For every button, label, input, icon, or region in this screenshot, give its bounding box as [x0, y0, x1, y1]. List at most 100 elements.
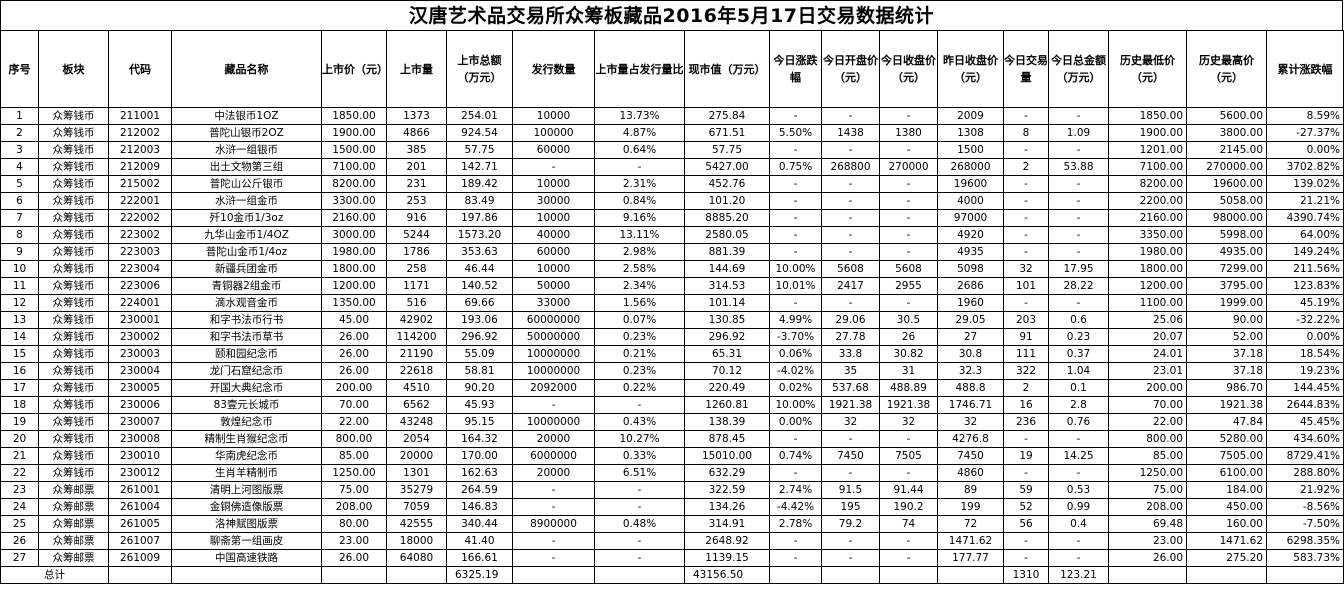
cell-code: 211001 — [108, 107, 172, 125]
cell-cumulative-change: 8729.41% — [1266, 447, 1344, 465]
cell-issue-quantity: - — [512, 481, 595, 499]
cell-hist-low: 1900.00 — [1108, 124, 1187, 142]
cell-listing-ratio: 6.51% — [594, 464, 685, 482]
cell-close-price: 1921.38 — [879, 396, 938, 414]
cell-listing-price: 1980.00 — [321, 243, 387, 261]
cell-code: 261001 — [108, 481, 172, 499]
cell-close-price: 31 — [879, 362, 938, 380]
cell-code: 222001 — [108, 192, 172, 210]
cell-index: 15 — [0, 345, 39, 363]
cell-code: 212009 — [108, 158, 172, 176]
cell-cumulative-change: -7.50% — [1266, 515, 1344, 533]
cell-cumulative-change: 434.60% — [1266, 430, 1344, 448]
cell-sector: 众筹邮票 — [38, 532, 109, 550]
header-hist-low: 历史最低价（元） — [1108, 30, 1187, 108]
cell-listing-total: 164.32 — [446, 430, 513, 448]
cell-listing-price: 23.00 — [321, 532, 387, 550]
totals-turnover: 123.21 — [1048, 566, 1109, 584]
totals-volume: 1310 — [1003, 566, 1049, 584]
cell-market-value: 8885.20 — [684, 209, 770, 227]
cell-close-price: 91.44 — [879, 481, 938, 499]
cell-open-price: - — [821, 175, 880, 193]
cell-daily-turnover: 1.09 — [1048, 124, 1109, 142]
table-row: 16 众筹钱币 230004 龙门石窟纪念币 26.00 22618 58.81 100000… — [0, 362, 1344, 380]
cell-sector: 众筹钱币 — [38, 107, 109, 125]
cell-listing-volume: 64080 — [386, 549, 447, 567]
cell-cumulative-change: 18.54% — [1266, 345, 1344, 363]
cell-item-name: 开国大典纪念币 — [171, 379, 322, 397]
header-listing-total: 上市总额（万元） — [446, 30, 513, 108]
cell-listing-total: 58.81 — [446, 362, 513, 380]
cell-sector: 众筹钱币 — [38, 277, 109, 295]
cell-code: 230006 — [108, 396, 172, 414]
cell-index: 18 — [0, 396, 39, 414]
cell-prev-close: 4920 — [937, 226, 1004, 244]
cell-open-price: 35 — [821, 362, 880, 380]
cell-daily-volume: - — [1003, 192, 1049, 210]
cell-code: 230007 — [108, 413, 172, 431]
cell-daily-volume: 8 — [1003, 124, 1049, 142]
cell-daily-change: 10.01% — [769, 277, 822, 295]
cell-market-value: 452.76 — [684, 175, 770, 193]
cell-hist-low: 69.48 — [1108, 515, 1187, 533]
cell-code: 212002 — [108, 124, 172, 142]
cell-listing-price: 85.00 — [321, 447, 387, 465]
table-row: 10 众筹钱币 223004 新疆兵团金币 1800.00 258 46.44 10000 2.… — [0, 260, 1344, 278]
cell-sector: 众筹钱币 — [38, 328, 109, 346]
cell-sector: 众筹钱币 — [38, 345, 109, 363]
cell-listing-total: 146.83 — [446, 498, 513, 516]
cell-issue-quantity: 50000 — [512, 277, 595, 295]
cell-hist-high: 47.84 — [1186, 413, 1267, 431]
cell-daily-turnover: 17.95 — [1048, 260, 1109, 278]
cell-cumulative-change: 21.92% — [1266, 481, 1344, 499]
cell-cumulative-change: -27.37% — [1266, 124, 1344, 142]
cell-close-price: - — [879, 226, 938, 244]
sheet-title: 汉唐艺术品交易所众筹板藏品2016年5月17日交易数据统计 — [0, 0, 1343, 30]
cell-code: 230003 — [108, 345, 172, 363]
cell-listing-price: 26.00 — [321, 549, 387, 567]
cell-hist-low: 22.00 — [1108, 413, 1187, 431]
cell-listing-price: 1500.00 — [321, 141, 387, 159]
header-issue-quantity: 发行数量 — [512, 30, 595, 108]
totals-market-value: 43156.50 — [684, 566, 770, 584]
cell-listing-volume: 20000 — [386, 447, 447, 465]
cell-listing-total: 46.44 — [446, 260, 513, 278]
cell-daily-volume: 52 — [1003, 498, 1049, 516]
cell-market-value: 1260.81 — [684, 396, 770, 414]
cell-daily-volume: - — [1003, 226, 1049, 244]
cell-issue-quantity: 20000 — [512, 430, 595, 448]
cell-prev-close: 72 — [937, 515, 1004, 533]
cell-hist-low: 7100.00 — [1108, 158, 1187, 176]
cell-issue-quantity: 50000000 — [512, 328, 595, 346]
cell-item-name: 水浒一组银币 — [171, 141, 322, 159]
cell-listing-volume: 21190 — [386, 345, 447, 363]
cell-cumulative-change: 2644.83% — [1266, 396, 1344, 414]
cell-market-value: 2648.92 — [684, 532, 770, 550]
cell-market-value: 57.75 — [684, 141, 770, 159]
cell-listing-volume: 1171 — [386, 277, 447, 295]
cell-sector: 众筹钱币 — [38, 396, 109, 414]
table-row: 15 众筹钱币 230003 颐和园纪念币 26.00 21190 55.09 1000000… — [0, 345, 1344, 363]
cell-listing-ratio: 0.33% — [594, 447, 685, 465]
cell-issue-quantity: 33000 — [512, 294, 595, 312]
cell-hist-high: 986.70 — [1186, 379, 1267, 397]
cell-daily-change: -4.42% — [769, 498, 822, 516]
cell-hist-high: 275.20 — [1186, 549, 1267, 567]
cell-hist-high: 1921.38 — [1186, 396, 1267, 414]
cell-hist-high: 52.00 — [1186, 328, 1267, 346]
cell-sector: 众筹邮票 — [38, 481, 109, 499]
cell-code: 261005 — [108, 515, 172, 533]
header-cumulative-change: 累计涨跌幅 — [1266, 30, 1344, 108]
cell-hist-low: 24.01 — [1108, 345, 1187, 363]
table-row: 5 众筹钱币 215002 普陀山公斤银币 8200.00 231 189.42 10000 2… — [0, 175, 1344, 193]
cell-listing-ratio: 0.23% — [594, 328, 685, 346]
totals-total-amount: 6325.19 — [446, 566, 513, 584]
cell-market-value: 220.49 — [684, 379, 770, 397]
cell-daily-volume: 2 — [1003, 379, 1049, 397]
header-listing-ratio: 上市量占发行量比 — [594, 30, 685, 108]
cell-daily-turnover: - — [1048, 532, 1109, 550]
cell-sector: 众筹钱币 — [38, 362, 109, 380]
cell-close-price: - — [879, 532, 938, 550]
cell-market-value: 314.91 — [684, 515, 770, 533]
header-market-value: 现市值（万元） — [684, 30, 770, 108]
